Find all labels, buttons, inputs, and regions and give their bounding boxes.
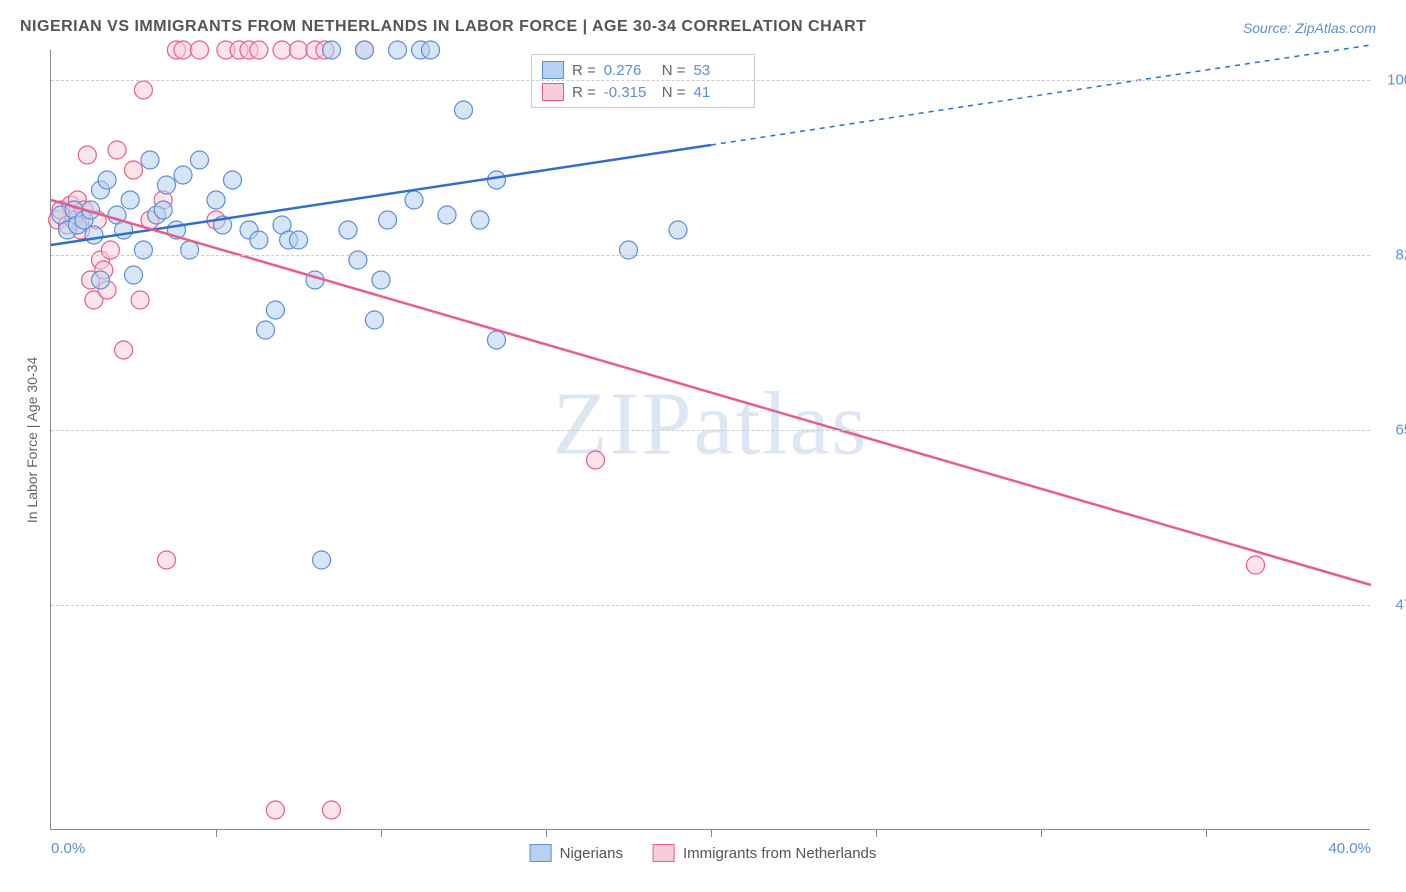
trendline <box>51 200 1371 585</box>
scatter-point <box>125 266 143 284</box>
scatter-point <box>207 191 225 209</box>
scatter-point <box>191 41 209 59</box>
scatter-point <box>224 171 242 189</box>
swatch-series1 <box>542 61 564 79</box>
scatter-point <box>313 551 331 569</box>
scatter-point <box>115 341 133 359</box>
stats-legend-box: R = 0.276 N = 53 R = -0.315 N = 41 <box>531 54 755 108</box>
scatter-point <box>191 151 209 169</box>
n-label: N = <box>662 84 686 101</box>
scatter-point <box>174 41 192 59</box>
y-tick-label: 82.5% <box>1395 247 1406 264</box>
scatter-point <box>471 211 489 229</box>
scatter-point <box>339 221 357 239</box>
plot-area: ZIPatlas R = 0.276 N = 53 R = -0.315 N =… <box>50 50 1370 830</box>
r-label: R = <box>572 62 596 79</box>
swatch-series2 <box>542 83 564 101</box>
swatch-nigerians <box>530 844 552 862</box>
n-label: N = <box>662 62 686 79</box>
x-tick <box>711 829 712 837</box>
scatter-point <box>455 101 473 119</box>
x-tick-label: 0.0% <box>51 840 85 857</box>
scatter-point <box>134 81 152 99</box>
scatter-point <box>158 176 176 194</box>
scatter-point <box>323 41 341 59</box>
x-tick <box>216 829 217 837</box>
scatter-point <box>669 221 687 239</box>
r-value-1: 0.276 <box>604 62 654 79</box>
scatter-point <box>134 241 152 259</box>
scatter-point <box>266 301 284 319</box>
y-axis-title: In Labor Force | Age 30-34 <box>24 357 40 523</box>
scatter-point <box>131 291 149 309</box>
scatter-point <box>92 271 110 289</box>
n-value-2: 41 <box>694 84 744 101</box>
gridline <box>51 430 1370 431</box>
stats-row-series2: R = -0.315 N = 41 <box>542 81 744 103</box>
source-attribution[interactable]: Source: ZipAtlas.com <box>1243 20 1376 36</box>
scatter-point <box>290 41 308 59</box>
scatter-point <box>379 211 397 229</box>
stats-row-series1: R = 0.276 N = 53 <box>542 59 744 81</box>
scatter-point <box>250 41 268 59</box>
scatter-point <box>488 171 506 189</box>
scatter-point <box>174 166 192 184</box>
trendline <box>711 45 1371 145</box>
r-value-2: -0.315 <box>604 84 654 101</box>
legend-item-netherlands: Immigrants from Netherlands <box>653 844 876 862</box>
scatter-point <box>349 251 367 269</box>
scatter-point <box>372 271 390 289</box>
scatter-point <box>422 41 440 59</box>
gridline <box>51 80 1370 81</box>
scatter-point <box>125 161 143 179</box>
y-tick-label: 65.0% <box>1395 422 1406 439</box>
x-tick <box>1041 829 1042 837</box>
scatter-point <box>158 551 176 569</box>
legend-label-nigerians: Nigerians <box>560 845 623 862</box>
scatter-point <box>290 231 308 249</box>
scatter-point <box>1247 556 1265 574</box>
gridline <box>51 255 1370 256</box>
scatter-point <box>85 226 103 244</box>
scatter-point <box>141 151 159 169</box>
x-tick-label: 40.0% <box>1328 840 1371 857</box>
scatter-point <box>154 201 172 219</box>
n-value-1: 53 <box>694 62 744 79</box>
scatter-point <box>250 231 268 249</box>
scatter-plot-svg <box>51 50 1370 829</box>
swatch-netherlands <box>653 844 675 862</box>
scatter-point <box>257 321 275 339</box>
scatter-point <box>587 451 605 469</box>
scatter-point <box>405 191 423 209</box>
chart-title: NIGERIAN VS IMMIGRANTS FROM NETHERLANDS … <box>20 18 867 36</box>
scatter-point <box>365 311 383 329</box>
bottom-legend: Nigerians Immigrants from Netherlands <box>530 844 877 862</box>
scatter-point <box>620 241 638 259</box>
scatter-point <box>389 41 407 59</box>
scatter-point <box>438 206 456 224</box>
gridline <box>51 605 1370 606</box>
x-tick <box>546 829 547 837</box>
scatter-point <box>78 146 96 164</box>
legend-label-netherlands: Immigrants from Netherlands <box>683 845 876 862</box>
r-label: R = <box>572 84 596 101</box>
x-tick <box>876 829 877 837</box>
x-tick <box>381 829 382 837</box>
scatter-point <box>181 241 199 259</box>
scatter-point <box>273 41 291 59</box>
scatter-point <box>488 331 506 349</box>
scatter-point <box>323 801 341 819</box>
scatter-point <box>266 801 284 819</box>
scatter-point <box>101 241 119 259</box>
legend-item-nigerians: Nigerians <box>530 844 623 862</box>
scatter-point <box>121 191 139 209</box>
scatter-point <box>108 141 126 159</box>
x-tick <box>1206 829 1207 837</box>
y-tick-label: 100.0% <box>1387 72 1406 89</box>
scatter-point <box>356 41 374 59</box>
y-tick-label: 47.5% <box>1395 597 1406 614</box>
scatter-point <box>98 171 116 189</box>
